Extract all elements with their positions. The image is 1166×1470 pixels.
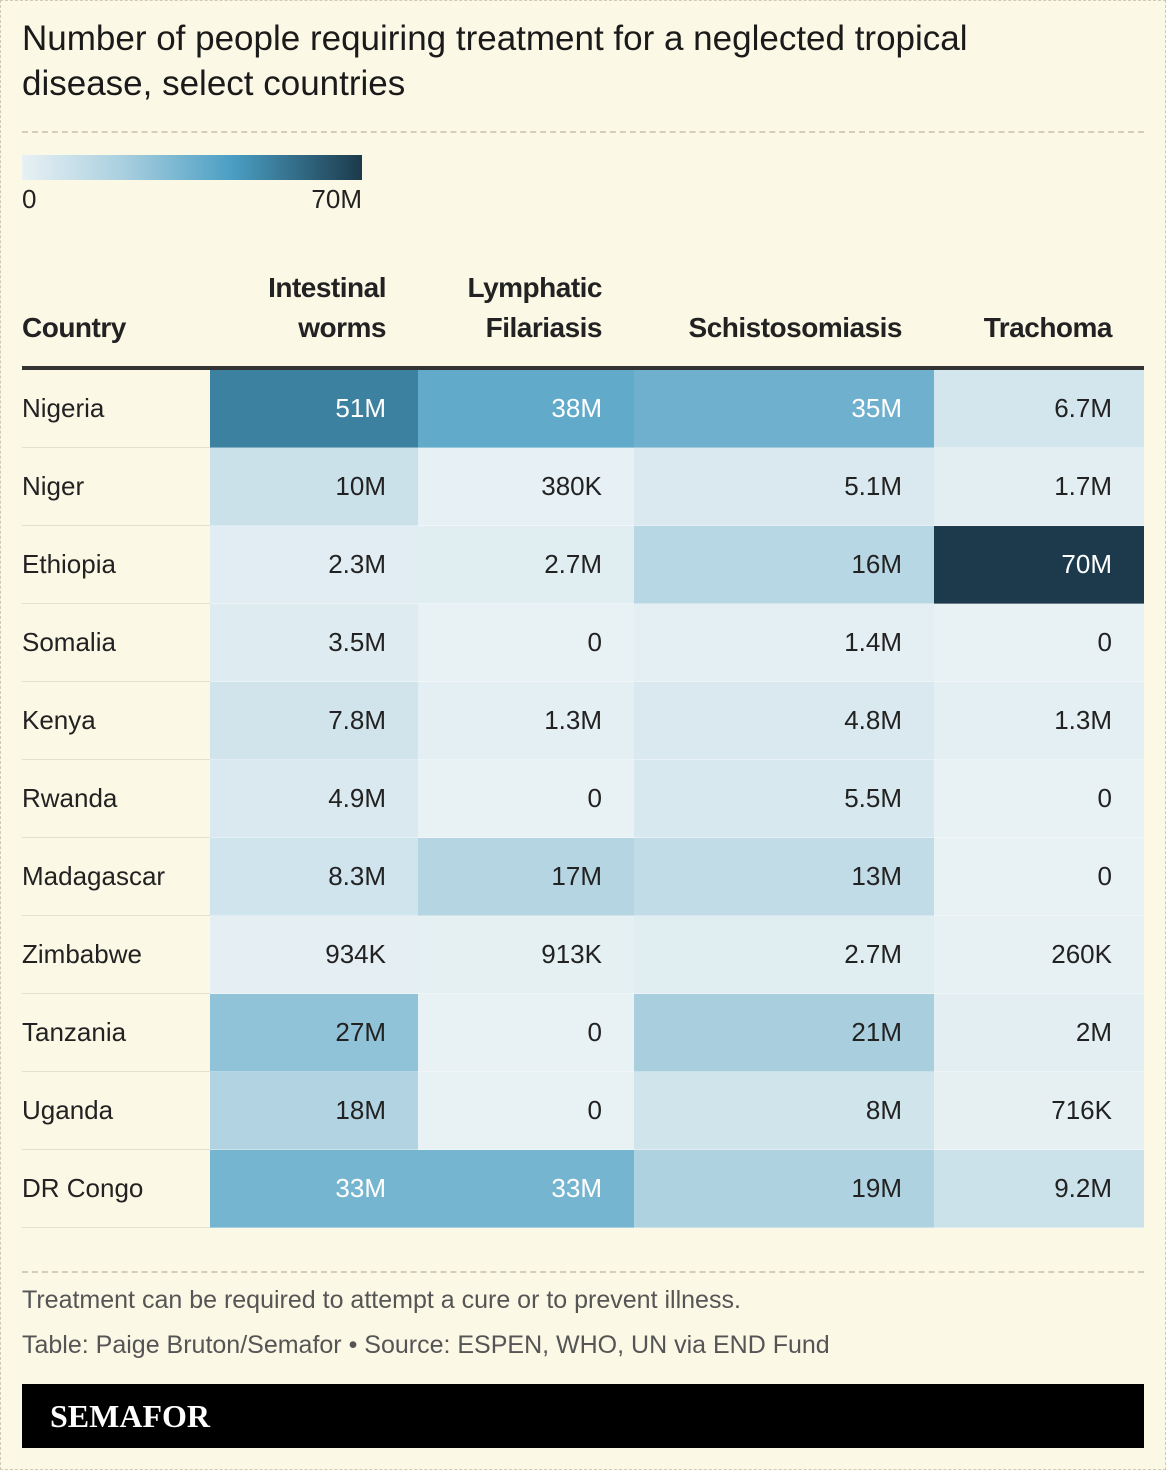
cell: 8M bbox=[634, 1071, 934, 1150]
table-body: Nigeria 51M 38M 35M 6.7M Niger 10M 380K 5.1M 1.7M… bbox=[22, 368, 1144, 1228]
note: Treatment can be required to attempt a c… bbox=[22, 1286, 741, 1314]
source: Table: Paige Bruton/Semafor • Source: ES… bbox=[22, 1331, 830, 1359]
cell: 1.7M bbox=[934, 447, 1144, 526]
country: Somalia bbox=[22, 603, 210, 682]
cell: 1.4M bbox=[634, 603, 934, 682]
table-row: Niger 10M 380K 5.1M 1.7M bbox=[22, 447, 1144, 526]
legend-gradient bbox=[22, 155, 362, 180]
table-row: Zimbabwe 934K 913K 2.7M 260K bbox=[22, 915, 1144, 994]
table-row: Nigeria 51M 38M 35M 6.7M bbox=[22, 368, 1144, 448]
column-header: Trachoma bbox=[934, 268, 1144, 370]
cell: 13M bbox=[634, 837, 934, 916]
cell: 19M bbox=[634, 1149, 934, 1228]
cell: 8.3M bbox=[210, 837, 418, 916]
cell: 18M bbox=[210, 1071, 418, 1150]
country: Kenya bbox=[22, 681, 210, 760]
cell: 27M bbox=[210, 993, 418, 1072]
cell: 35M bbox=[634, 368, 934, 448]
legend-min: 0 bbox=[22, 184, 37, 214]
divider bbox=[22, 131, 1144, 133]
country: Rwanda bbox=[22, 759, 210, 838]
cell: 51M bbox=[210, 368, 418, 448]
legend-max: 70M bbox=[311, 184, 362, 214]
cell: 70M bbox=[934, 525, 1144, 604]
cell: 0 bbox=[418, 1071, 634, 1150]
cell: 0 bbox=[934, 759, 1144, 838]
table-row: Somalia 3.5M 0 1.4M 0 bbox=[22, 603, 1144, 682]
title: Number of people requiring treatment for… bbox=[22, 19, 968, 103]
country: Uganda bbox=[22, 1071, 210, 1150]
divider bbox=[22, 1271, 1144, 1273]
column-header: Lymphatic Filariasis bbox=[418, 268, 634, 370]
cell: 5.5M bbox=[634, 759, 934, 838]
column-header: Schistosomiasis bbox=[634, 268, 934, 370]
cell: 7.8M bbox=[210, 681, 418, 760]
column-header-text: Intestinal worms bbox=[268, 272, 386, 343]
cell: 3.5M bbox=[210, 603, 418, 682]
cell: 0 bbox=[418, 603, 634, 682]
country: Tanzania bbox=[22, 993, 210, 1072]
cell: 4.9M bbox=[210, 759, 418, 838]
cell: 0 bbox=[418, 993, 634, 1072]
header-row: Country Intestinal worms Lymphatic Filaria… bbox=[22, 268, 1144, 370]
cell: 260K bbox=[934, 915, 1144, 994]
country: Nigeria bbox=[22, 368, 210, 448]
cell: 33M bbox=[210, 1149, 418, 1228]
column-header-text: Country bbox=[22, 312, 126, 343]
cell: 10M bbox=[210, 447, 418, 526]
table-row: Ethiopia 2.3M 2.7M 16M 70M bbox=[22, 525, 1144, 604]
cell: 9.2M bbox=[934, 1149, 1144, 1228]
cell: 4.8M bbox=[634, 681, 934, 760]
country: Madagascar bbox=[22, 837, 210, 916]
cell: 380K bbox=[418, 447, 634, 526]
cell: 21M bbox=[634, 993, 934, 1072]
cell: 33M bbox=[418, 1149, 634, 1228]
brand: SEMAFOR bbox=[50, 1398, 210, 1434]
column-header: Country bbox=[22, 268, 210, 370]
table-row: DR Congo 33M 33M 19M 9.2M bbox=[22, 1149, 1144, 1228]
cell: 2.7M bbox=[634, 915, 934, 994]
country: DR Congo bbox=[22, 1149, 210, 1228]
table-row: Madagascar 8.3M 17M 13M 0 bbox=[22, 837, 1144, 916]
cell: 0 bbox=[934, 603, 1144, 682]
column-header: Intestinal worms bbox=[210, 268, 418, 370]
cell: 2.7M bbox=[418, 525, 634, 604]
table-row: Rwanda 4.9M 0 5.5M 0 bbox=[22, 759, 1144, 838]
cell: 1.3M bbox=[418, 681, 634, 760]
cell: 934K bbox=[210, 915, 418, 994]
cell: 1.3M bbox=[934, 681, 1144, 760]
country: Niger bbox=[22, 447, 210, 526]
column-header-text: Lymphatic Filariasis bbox=[467, 272, 603, 343]
cell: 0 bbox=[418, 759, 634, 838]
cell: 5.1M bbox=[634, 447, 934, 526]
cell: 2.3M bbox=[210, 525, 418, 604]
cell: 17M bbox=[418, 837, 634, 916]
cell: 6.7M bbox=[934, 368, 1144, 448]
column-header-text: Trachoma bbox=[983, 312, 1113, 343]
table-row: Kenya 7.8M 1.3M 4.8M 1.3M bbox=[22, 681, 1144, 760]
table: Country Intestinal worms Lymphatic Filaria… bbox=[22, 268, 1144, 1228]
country: Zimbabwe bbox=[22, 915, 210, 994]
column-header-text: Schistosomiasis bbox=[688, 312, 903, 343]
table-row: Tanzania 27M 0 21M 2M bbox=[22, 993, 1144, 1072]
cell: 38M bbox=[418, 368, 634, 448]
cell: 2M bbox=[934, 993, 1144, 1072]
brand-bar: SEMAFOR bbox=[22, 1384, 1144, 1448]
table-row: Uganda 18M 0 8M 716K bbox=[22, 1071, 1144, 1150]
country: Ethiopia bbox=[22, 525, 210, 604]
cell: 16M bbox=[634, 525, 934, 604]
cell: 0 bbox=[934, 837, 1144, 916]
cell: 716K bbox=[934, 1071, 1144, 1150]
cell: 913K bbox=[418, 915, 634, 994]
